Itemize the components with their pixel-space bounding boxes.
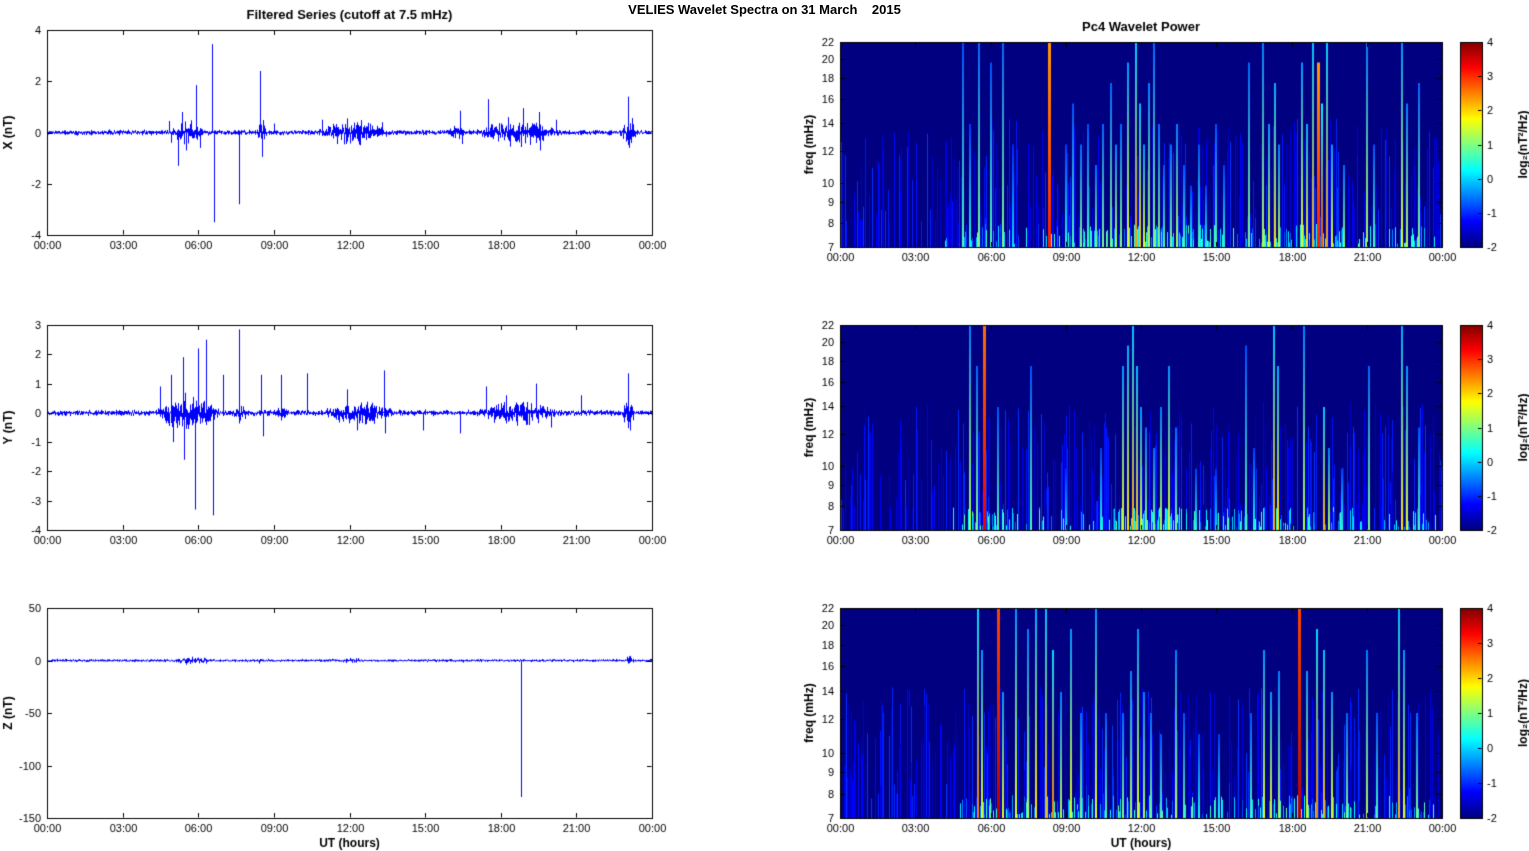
filtered-series-y-panel	[0, 295, 740, 578]
wavelet-power-x-panel	[770, 12, 1529, 295]
wavelet-power-z-panel	[770, 578, 1529, 851]
wavelet-power-y-panel	[770, 295, 1529, 578]
filtered-series-z-panel	[0, 578, 740, 851]
filtered-series-x-panel	[0, 0, 740, 283]
